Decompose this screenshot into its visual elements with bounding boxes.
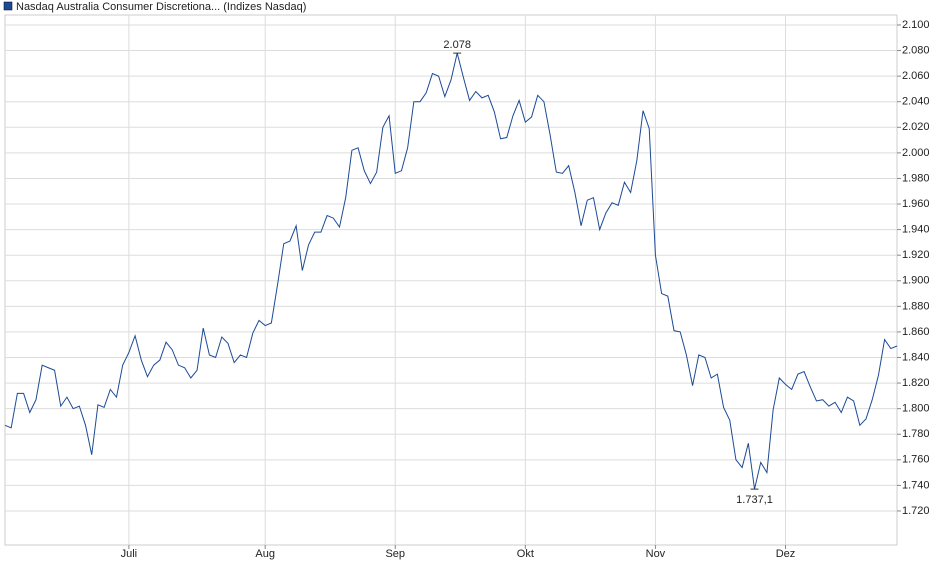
y-tick-label: 2.000: [902, 147, 930, 159]
y-tick-label: 1.820: [902, 377, 930, 389]
y-tick-label: 2.060: [902, 70, 930, 82]
y-tick-label: 1.860: [902, 326, 930, 338]
y-tick-label: 2.080: [902, 44, 930, 56]
chart-title: Nasdaq Australia Consumer Discretiona...…: [16, 1, 306, 13]
y-tick-label: 1.720: [902, 505, 930, 517]
y-tick-label: 1.920: [902, 249, 930, 261]
x-tick-label: Aug: [255, 548, 275, 560]
y-tick-label: 1.900: [902, 275, 930, 287]
y-tick-label: 1.960: [902, 198, 930, 210]
y-tick-label: 1.740: [902, 479, 930, 491]
y-tick-label: 2.100: [902, 19, 930, 31]
extreme-label: 1.737,1: [736, 494, 773, 506]
y-tick-label: 1.980: [902, 172, 930, 184]
extreme-label: 2.078: [443, 39, 471, 51]
x-tick-label: Juli: [121, 548, 138, 560]
y-tick-label: 1.840: [902, 351, 930, 363]
y-tick-label: 1.760: [902, 454, 930, 466]
x-tick-label: Sep: [385, 548, 405, 560]
y-tick-label: 2.040: [902, 96, 930, 108]
y-tick-label: 1.940: [902, 224, 930, 236]
plot-area: [4, 14, 898, 546]
x-tick-label: Dez: [776, 548, 796, 560]
x-tick-label: Nov: [646, 548, 666, 560]
y-tick-label: 1.880: [902, 300, 930, 312]
y-tick-label: 1.800: [902, 403, 930, 415]
legend-swatch: [3, 1, 13, 11]
x-tick-label: Okt: [517, 548, 534, 560]
y-tick-label: 1.780: [902, 428, 930, 440]
y-tick-label: 2.020: [902, 121, 930, 133]
price-line: [4, 52, 898, 490]
